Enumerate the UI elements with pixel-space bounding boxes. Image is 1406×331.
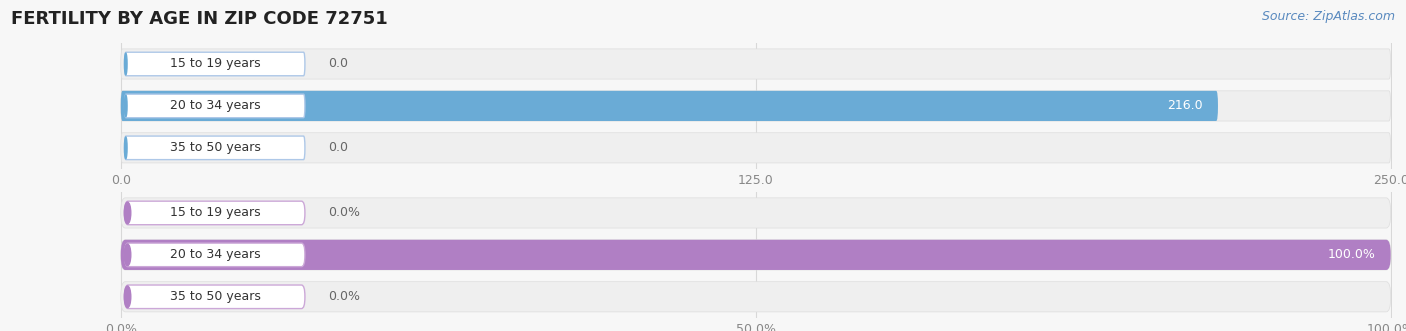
FancyBboxPatch shape: [121, 240, 1391, 270]
FancyBboxPatch shape: [125, 243, 305, 267]
FancyBboxPatch shape: [121, 198, 1391, 228]
Text: 15 to 19 years: 15 to 19 years: [170, 207, 260, 219]
Circle shape: [125, 95, 127, 117]
Text: 0.0%: 0.0%: [328, 207, 360, 219]
Text: Source: ZipAtlas.com: Source: ZipAtlas.com: [1261, 10, 1395, 23]
Text: 20 to 34 years: 20 to 34 years: [170, 99, 260, 113]
FancyBboxPatch shape: [121, 240, 1391, 270]
Circle shape: [124, 202, 131, 224]
Text: 100.0%: 100.0%: [1327, 248, 1375, 261]
Text: 0.0: 0.0: [328, 141, 347, 154]
FancyBboxPatch shape: [121, 91, 1218, 121]
FancyBboxPatch shape: [125, 94, 305, 118]
Text: 0.0%: 0.0%: [328, 290, 360, 303]
Text: 35 to 50 years: 35 to 50 years: [170, 290, 262, 303]
FancyBboxPatch shape: [125, 52, 305, 76]
FancyBboxPatch shape: [121, 49, 1391, 79]
FancyBboxPatch shape: [121, 133, 1391, 163]
FancyBboxPatch shape: [121, 282, 1391, 312]
Circle shape: [124, 286, 131, 307]
Text: 15 to 19 years: 15 to 19 years: [170, 58, 260, 71]
Text: 20 to 34 years: 20 to 34 years: [170, 248, 260, 261]
Text: 35 to 50 years: 35 to 50 years: [170, 141, 260, 154]
FancyBboxPatch shape: [121, 91, 1391, 121]
FancyBboxPatch shape: [125, 201, 305, 225]
FancyBboxPatch shape: [125, 136, 305, 160]
Circle shape: [124, 244, 131, 266]
Text: FERTILITY BY AGE IN ZIP CODE 72751: FERTILITY BY AGE IN ZIP CODE 72751: [11, 10, 388, 28]
Circle shape: [125, 53, 127, 75]
FancyBboxPatch shape: [125, 285, 305, 308]
Text: 0.0: 0.0: [328, 58, 347, 71]
Text: 216.0: 216.0: [1167, 99, 1202, 113]
Circle shape: [125, 137, 127, 159]
